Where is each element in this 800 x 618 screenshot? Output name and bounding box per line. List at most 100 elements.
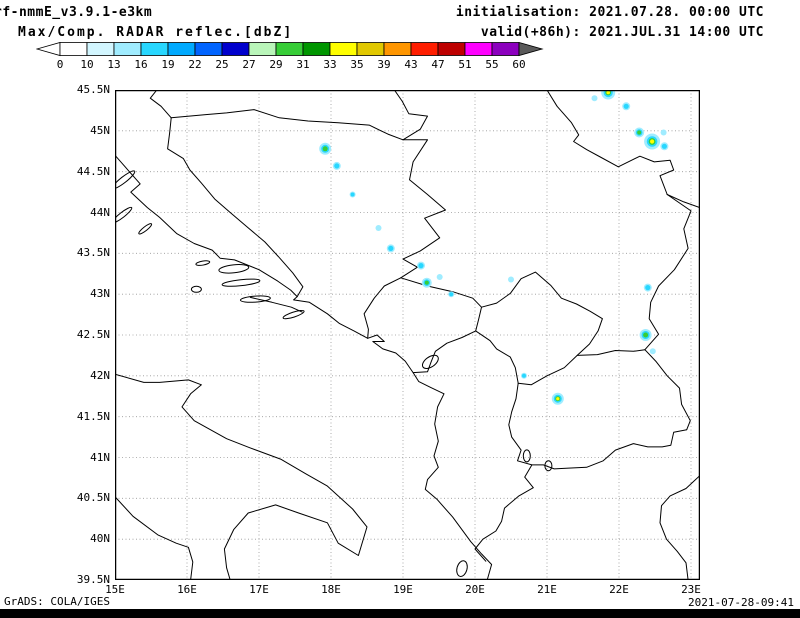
colorbar-tick-label: 13 bbox=[107, 58, 121, 71]
radar-echo bbox=[508, 276, 514, 283]
colorbar-segment bbox=[221, 42, 250, 56]
border-path bbox=[115, 154, 493, 580]
radar-echo bbox=[643, 332, 649, 338]
colorbar-over-arrow bbox=[518, 42, 544, 57]
colorbar-segment bbox=[437, 42, 466, 56]
colorbar-tick-label: 16 bbox=[134, 58, 148, 71]
lon-tick-label: 22E bbox=[609, 583, 629, 596]
radar-echo bbox=[522, 373, 526, 378]
lon-tick-label: 20E bbox=[465, 583, 485, 596]
lat-tick-label: 43.5N bbox=[76, 246, 110, 260]
colorbar-tick-label: 51 bbox=[458, 58, 472, 71]
colorbar-segment bbox=[167, 42, 196, 56]
radar-echo bbox=[322, 146, 328, 152]
border-path bbox=[400, 277, 482, 374]
lon-tick-label: 15E bbox=[105, 583, 125, 596]
colorbar-tick-label: 47 bbox=[431, 58, 445, 71]
border-path bbox=[167, 117, 304, 298]
colorbar-tick-label: 25 bbox=[215, 58, 229, 71]
plot-frame bbox=[115, 90, 700, 580]
radar-echo bbox=[350, 192, 355, 197]
lon-tick-label: 21E bbox=[537, 583, 557, 596]
border-path bbox=[249, 296, 303, 313]
colorbar-tick-label: 22 bbox=[188, 58, 202, 71]
lat-tick-label: 41N bbox=[90, 450, 110, 464]
colorbar-tick-label: 35 bbox=[350, 58, 364, 71]
lat-tick-label: 45.5N bbox=[76, 83, 110, 96]
island-outline bbox=[282, 309, 305, 320]
radar-echo bbox=[650, 139, 655, 144]
border-path bbox=[644, 194, 692, 351]
render-timestamp-label: 2021-07-28-09:41 bbox=[688, 596, 794, 609]
radar-echo bbox=[449, 292, 454, 297]
border-path bbox=[115, 373, 368, 580]
colorbar-tick-label: 29 bbox=[269, 58, 283, 71]
colorbar-segment bbox=[491, 42, 520, 56]
initialisation-label: initialisation: 2021.07.28. 00:00 UTC bbox=[455, 5, 764, 20]
colorbar-segment bbox=[248, 42, 277, 56]
colorbar-tick-label: 10 bbox=[80, 58, 94, 71]
colorbar-segment bbox=[59, 42, 88, 56]
map-canvas bbox=[115, 90, 700, 580]
lake-outline bbox=[522, 449, 531, 463]
lat-tick-label: 40N bbox=[90, 532, 110, 546]
colorbar-under-arrow bbox=[36, 42, 61, 57]
island-outline bbox=[456, 560, 468, 577]
border-path bbox=[644, 349, 691, 431]
lat-tick-label: 43N bbox=[90, 287, 110, 301]
lon-tick-label: 17E bbox=[249, 583, 269, 596]
radar-echo bbox=[591, 95, 598, 102]
lat-tick-label: 44N bbox=[90, 205, 110, 219]
model-version-label: rf-nmmE_v3.9.1-e3km bbox=[0, 5, 153, 20]
radar-echo bbox=[334, 163, 340, 169]
lon-tick-label: 23E bbox=[681, 583, 701, 596]
lat-tick-label: 44.5N bbox=[76, 164, 110, 178]
radar-echo bbox=[556, 397, 560, 401]
radar-echo bbox=[645, 285, 651, 291]
island-outline bbox=[115, 170, 136, 190]
colorbar-tick-label: 60 bbox=[512, 58, 526, 71]
island-outline bbox=[195, 260, 211, 266]
border-path bbox=[666, 194, 700, 209]
colorbar-segment bbox=[113, 42, 142, 56]
border-path bbox=[531, 429, 688, 470]
colorbar-tick-label: 43 bbox=[404, 58, 418, 71]
grads-credit-label: GrADS: COLA/IGES bbox=[4, 595, 110, 608]
colorbar-segment bbox=[383, 42, 412, 56]
border-path bbox=[363, 277, 402, 339]
lat-tick-label: 39.5N bbox=[76, 573, 110, 586]
lon-tick-label: 16E bbox=[177, 583, 197, 596]
colorbar-tick-label: 55 bbox=[485, 58, 499, 71]
border-path bbox=[400, 139, 446, 279]
valid-time-label: valid(+86h): 2021.JUL.31 14:00 UTC bbox=[480, 25, 764, 40]
radar-echo bbox=[418, 263, 424, 269]
lat-tick-label: 42.5N bbox=[76, 328, 110, 341]
colorbar-segment bbox=[356, 42, 385, 56]
radar-echo bbox=[660, 129, 667, 136]
colorbar-tick-label: 19 bbox=[161, 58, 175, 71]
radar-echo bbox=[649, 348, 656, 355]
colorbar-segment bbox=[302, 42, 331, 56]
island-outline bbox=[115, 206, 133, 224]
colorbar-tick-label: 33 bbox=[323, 58, 337, 71]
lon-tick-label: 18E bbox=[321, 583, 341, 596]
radar-echo bbox=[436, 274, 443, 280]
radar-echo bbox=[661, 143, 668, 149]
colorbar-tick-label: 31 bbox=[296, 58, 310, 71]
lat-tick-label: 40.5N bbox=[76, 491, 110, 505]
colorbar-tick-label: 0 bbox=[56, 58, 64, 71]
border-path bbox=[546, 90, 675, 195]
colorbar bbox=[36, 42, 544, 57]
radar-echo bbox=[623, 103, 629, 109]
border-path bbox=[149, 90, 172, 119]
radar-echo bbox=[424, 280, 429, 285]
border-path bbox=[659, 475, 700, 580]
product-title: Max/Comp. RADAR reflec.[dbZ] bbox=[18, 25, 294, 40]
island-outline bbox=[190, 285, 202, 293]
radar-echo bbox=[388, 245, 394, 251]
radar-echo bbox=[606, 90, 610, 95]
radar-echo bbox=[637, 130, 642, 135]
lon-tick-label: 19E bbox=[393, 583, 413, 596]
border-path bbox=[576, 349, 646, 356]
colorbar-segment bbox=[464, 42, 493, 56]
